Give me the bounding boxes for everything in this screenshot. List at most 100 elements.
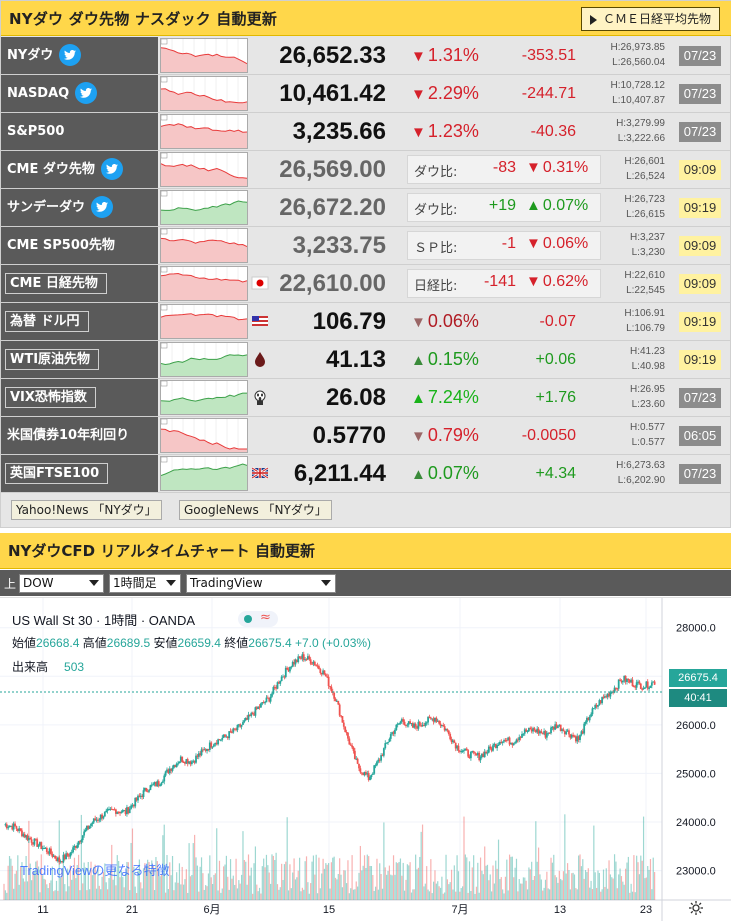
gear-icon[interactable] [688, 900, 704, 916]
mini-chart[interactable] [160, 266, 248, 301]
comparison-pct-value: 0.31% [542, 159, 589, 176]
quote-name[interactable]: S&P500 [7, 124, 65, 139]
price-chart[interactable]: 23000.024000.025000.026000.027000.028000… [0, 598, 731, 921]
mini-chart[interactable] [160, 38, 248, 73]
quote-name[interactable]: 為替 ドル円 [5, 311, 89, 332]
mini-chart[interactable] [160, 418, 248, 453]
quote-row[interactable]: サンデーダウ 26,672.20 ダウ比: +19 ▲ 0.07% H:26,723 L:26… [1, 189, 731, 227]
candle-body [421, 725, 424, 727]
quote-name[interactable]: VIX恐怖指数 [5, 387, 96, 408]
volume-bar [388, 865, 390, 900]
mini-chart[interactable] [160, 76, 248, 111]
twitter-icon[interactable] [59, 43, 82, 66]
quote-name[interactable]: WTI原油先物 [5, 349, 100, 370]
candle-body [634, 686, 637, 688]
quote-row[interactable]: WTI原油先物 41.13 ▲ 0.15% +0.06 H:41.23 L:40.98 09:… [1, 341, 731, 379]
volume-bar [557, 882, 559, 900]
candle-body [101, 814, 103, 819]
candle-body [58, 857, 61, 863]
quote-name[interactable]: 米国債券10年利回り [7, 428, 130, 443]
quote-name-cell[interactable]: NYダウ [1, 37, 158, 74]
mini-chart[interactable] [160, 152, 248, 187]
quote-name-cell[interactable]: サンデーダウ [1, 189, 158, 226]
candle-body [195, 755, 197, 763]
quote-row[interactable]: CME 日経先物 22,610.00 日経比: -141 ▼ 0.62% H:22,610 L… [1, 265, 731, 303]
quote-name-cell[interactable]: CME SP500先物 [1, 227, 158, 264]
volume-bar [453, 865, 455, 900]
countdown-tag: 40:41 [669, 689, 727, 707]
quote-name[interactable]: NASDAQ [7, 86, 70, 101]
candle-body [526, 731, 529, 733]
quote-name-cell[interactable]: S&P500 [1, 113, 158, 150]
quote-name-cell[interactable]: VIX恐怖指数 [1, 379, 158, 416]
candle-body [595, 705, 598, 707]
volume-bar [419, 856, 421, 900]
candle-body [411, 723, 414, 728]
high-value: H:3,279.99 [616, 118, 665, 129]
quote-name[interactable]: CME ダウ先物 [7, 162, 95, 177]
tradingview-promo-link[interactable]: TradingViewの更なる特徴 [20, 863, 170, 878]
mini-chart[interactable] [160, 380, 248, 415]
quote-row[interactable]: NASDAQ 10,461.42 ▼ 2.29% -244.71 H:10,728.12 L… [1, 75, 731, 113]
candle-body [253, 714, 255, 716]
quote-name-cell[interactable]: 為替 ドル円 [1, 303, 158, 340]
quote-row[interactable]: 米国債券10年利回り 0.5770 ▼ 0.79% -0.0050 H:0.577 L:0.… [1, 417, 731, 455]
volume-bar [3, 883, 5, 900]
mini-chart[interactable] [160, 456, 248, 491]
quote-name[interactable]: 英国FTSE100 [5, 463, 109, 484]
candle-body [478, 752, 481, 761]
high-value: H:26,601 [624, 156, 665, 167]
tradingview-widget[interactable]: 23000.024000.025000.026000.027000.028000… [0, 597, 731, 921]
volume-bar [86, 890, 88, 900]
quote-name[interactable]: NYダウ [7, 48, 54, 63]
volume-bar [345, 883, 348, 900]
volume-bar [26, 881, 29, 900]
market-status-badge[interactable]: ≈ [238, 610, 278, 627]
close-value: 26675.4 [248, 636, 292, 650]
quote-name[interactable]: CME SP500先物 [7, 238, 115, 253]
quote-row[interactable]: CME ダウ先物 26,569.00 ダウ比: -83 ▼ 0.31% H:26,601 L:… [1, 151, 731, 189]
quote-row[interactable]: NYダウ 26,652.33 ▼ 1.31% -353.51 H:26,973.85 L:2… [1, 37, 731, 75]
change-percent: ▲ 0.15% [411, 341, 496, 378]
volume-bar [90, 861, 92, 900]
provider-select[interactable]: TradingView [186, 574, 336, 593]
quote-name-cell[interactable]: CME 日経先物 [1, 265, 158, 302]
twitter-icon[interactable] [100, 157, 123, 180]
volume-bar [459, 891, 461, 900]
mini-chart[interactable] [160, 228, 248, 263]
quote-name-cell[interactable]: 米国債券10年利回り [1, 417, 158, 454]
quote-name-cell[interactable]: CME ダウ先物 [1, 151, 158, 188]
mini-chart[interactable] [160, 342, 248, 377]
interval-select[interactable]: 1時間足 [109, 574, 181, 593]
yahoo-news-link[interactable]: Yahoo!News 「NYダウ」 [11, 500, 162, 520]
candle-body [543, 731, 546, 734]
twitter-icon[interactable] [91, 195, 114, 218]
mini-chart[interactable] [160, 114, 248, 149]
google-news-link[interactable]: GoogleNews 「NYダウ」 [179, 500, 332, 520]
mini-chart[interactable] [160, 304, 248, 339]
quote-row[interactable]: S&P500 3,235.66 ▼ 1.23% -40.36 H:3,279.99 L:3,… [1, 113, 731, 151]
quote-row[interactable]: 英国FTSE100 6,211.44 ▲ 0.07% +4.34 H:6,273.63 L:… [1, 455, 731, 493]
japan-flag-icon [251, 276, 269, 290]
quote-name-cell[interactable]: NASDAQ [1, 75, 158, 112]
candle-body [431, 718, 434, 720]
quote-name-cell[interactable]: 英国FTSE100 [1, 455, 158, 492]
quote-name[interactable]: CME 日経先物 [5, 273, 107, 294]
mini-chart[interactable] [160, 190, 248, 225]
quote-name[interactable]: サンデーダウ [7, 200, 86, 215]
candle-body [258, 706, 261, 708]
volume-bar [119, 877, 121, 900]
candle-body [384, 743, 387, 749]
quote-row[interactable]: VIX恐怖指数 26.08 ▲ 7.24% +1.76 H:26.95 L:23.60 07/… [1, 379, 731, 417]
quote-row[interactable]: CME SP500先物 3,233.75 ＳＰ比: -1 ▼ 0.06% H:3,237 L:… [1, 227, 731, 265]
symbol-select[interactable]: DOW [19, 574, 104, 593]
close-label: 終値 [224, 636, 249, 650]
quote-row[interactable]: 為替 ドル円 106.79 ▼ 0.06% -0.07 H:106.91 L:106.79 0… [1, 303, 731, 341]
twitter-icon[interactable] [75, 81, 98, 104]
candle-body [26, 835, 29, 841]
quote-name-cell[interactable]: WTI原油先物 [1, 341, 158, 378]
open-value: 26668.4 [36, 636, 80, 650]
volume-bar [225, 855, 227, 900]
candle-body [463, 749, 465, 751]
cme-nikkei-button[interactable]: ＣＭＥ日経平均先物 [580, 7, 720, 31]
